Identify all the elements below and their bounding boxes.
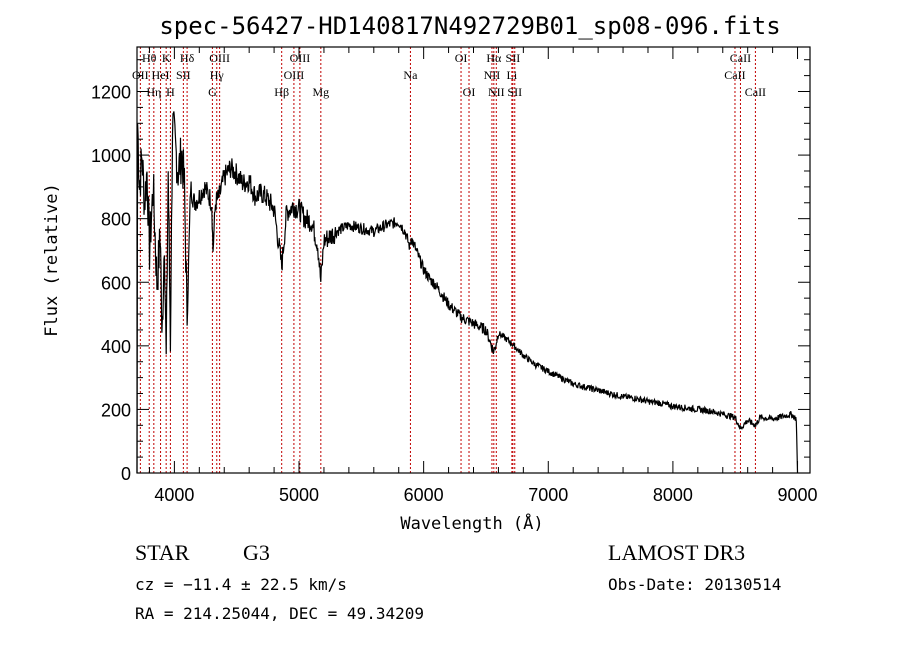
line-label: OI xyxy=(455,51,468,65)
line-label: Hα xyxy=(486,51,502,65)
survey-name: LAMOST DR3 xyxy=(608,540,745,565)
plot-frame xyxy=(136,46,811,474)
line-label: K xyxy=(162,51,171,65)
line-label: CaII xyxy=(745,85,766,99)
line-label: OIII xyxy=(209,51,230,65)
y-axis-ticks: 0 200 400 600 800 1000 1200 xyxy=(91,59,810,484)
spectrum-line xyxy=(136,111,799,474)
line-label: OIII xyxy=(284,68,305,82)
chart-title: spec-56427-HD140817N492729B01_sp08-096.f… xyxy=(159,12,780,40)
line-label: CaII xyxy=(724,68,745,82)
y-axis-label: Flux (relative) xyxy=(42,183,62,337)
x-tick-label: 4000 xyxy=(154,485,194,505)
y-tick-label: 200 xyxy=(101,400,131,420)
line-label: SII xyxy=(506,51,521,65)
redshift-text: cz = −11.4 ± 22.5 km/s xyxy=(135,575,347,594)
coordinates-text: RA = 214.25044, DEC = 49.34209 xyxy=(135,604,424,623)
object-subclass: G3 xyxy=(243,540,270,565)
x-tick-label: 6000 xyxy=(404,485,444,505)
y-tick-label: 1200 xyxy=(91,83,131,103)
line-label: Hγ xyxy=(210,68,225,82)
line-label: Hδ xyxy=(180,51,195,65)
x-tick-label: 7000 xyxy=(528,485,568,505)
x-axis-label: Wavelength (Å) xyxy=(400,512,543,534)
line-label: OIII xyxy=(290,51,311,65)
line-label: Mg xyxy=(312,85,329,99)
y-tick-label: 1000 xyxy=(91,146,131,166)
x-axis-ticks: 4000 5000 6000 7000 8000 9000 xyxy=(148,47,818,505)
line-label: SII xyxy=(507,85,522,99)
line-label: HeI xyxy=(152,68,170,82)
line-label: Na xyxy=(403,68,418,82)
object-class: STAR xyxy=(135,540,190,565)
line-label: Hβ xyxy=(274,85,289,99)
observation-date: Obs-Date: 20130514 xyxy=(608,575,781,594)
y-tick-label: 800 xyxy=(101,210,131,230)
x-tick-label: 8000 xyxy=(653,485,693,505)
spectral-line-markers xyxy=(139,47,756,473)
line-label: OII xyxy=(132,68,149,82)
y-tick-label: 0 xyxy=(121,464,131,484)
line-label: CaII xyxy=(730,51,751,65)
line-label: Hθ xyxy=(142,51,157,65)
y-tick-label: 600 xyxy=(101,273,131,293)
line-label: OI xyxy=(463,85,476,99)
line-label: Li xyxy=(507,68,518,82)
x-tick-label: 9000 xyxy=(778,485,818,505)
line-label: NII xyxy=(488,85,505,99)
line-label: G xyxy=(208,85,217,99)
y-tick-label: 400 xyxy=(101,337,131,357)
line-label: SII xyxy=(176,68,191,82)
x-tick-label: 5000 xyxy=(279,485,319,505)
line-label: NII xyxy=(484,68,501,82)
line-label: H xyxy=(166,85,175,99)
line-label: Hη xyxy=(146,85,161,99)
